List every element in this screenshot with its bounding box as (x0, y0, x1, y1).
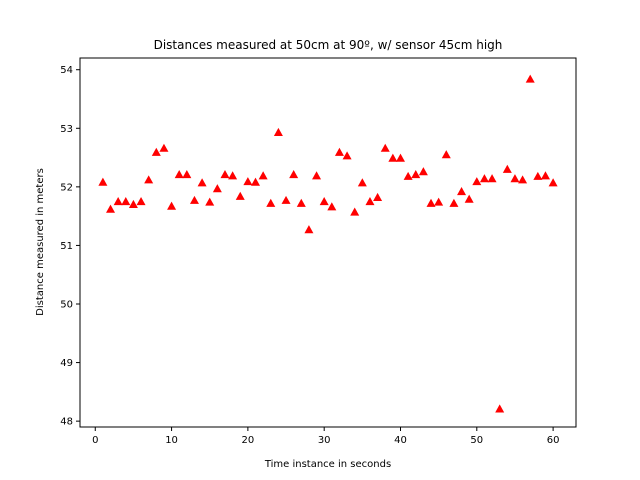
data-point (205, 197, 215, 206)
y-tick-label: 54 (60, 65, 73, 76)
y-axis-label: Distance measured in meters (35, 168, 46, 316)
data-point (411, 170, 421, 179)
x-axis: 0 10 20 30 40 50 60 (92, 427, 559, 446)
y-tick-label: 50 (60, 300, 73, 311)
chart-title: Distances measured at 50cm at 90º, w/ se… (154, 38, 503, 52)
data-point (167, 201, 177, 210)
x-axis-label: Time instance in seconds (264, 459, 391, 470)
data-point (159, 143, 169, 152)
data-point (258, 171, 268, 180)
data-point (197, 178, 207, 187)
y-tick-label: 49 (60, 358, 73, 369)
data-point (342, 151, 352, 160)
data-point (533, 171, 543, 180)
data-point (472, 177, 482, 186)
data-point (334, 147, 344, 156)
data-point (380, 143, 390, 152)
data-point (251, 177, 261, 186)
data-point (510, 174, 520, 183)
data-point (403, 171, 413, 180)
data-point (144, 175, 154, 184)
data-point (235, 191, 245, 200)
data-point (502, 164, 512, 173)
data-point (495, 404, 505, 413)
data-point (151, 147, 161, 156)
data-point (327, 202, 337, 211)
data-point (548, 178, 558, 187)
data-point (479, 174, 489, 183)
data-point (319, 197, 329, 206)
data-point (312, 171, 322, 180)
data-markers (98, 74, 558, 413)
data-point (487, 174, 497, 183)
data-point (525, 74, 535, 83)
data-point (418, 167, 428, 176)
data-point (243, 177, 253, 186)
data-point (281, 195, 291, 204)
data-point (228, 171, 238, 180)
x-tick-label: 30 (318, 435, 331, 446)
x-tick-label: 40 (394, 435, 407, 446)
data-point (457, 187, 467, 196)
plot-area (79, 57, 577, 428)
data-point (189, 195, 199, 204)
data-point (449, 198, 459, 207)
data-point (304, 225, 314, 234)
x-tick-label: 60 (547, 435, 560, 446)
data-point (441, 150, 451, 159)
x-tick-label: 20 (242, 435, 255, 446)
data-point (540, 171, 550, 180)
data-point (434, 197, 444, 206)
x-tick-label: 10 (165, 435, 178, 446)
data-point (98, 177, 108, 186)
data-point (426, 198, 436, 207)
data-point (350, 207, 360, 216)
x-tick-label: 0 (92, 435, 98, 446)
data-point (273, 127, 283, 136)
y-tick-label: 52 (60, 182, 73, 193)
plot-frame (79, 57, 577, 428)
data-point (365, 197, 375, 206)
data-point (106, 204, 116, 213)
data-point (220, 170, 230, 179)
data-point (136, 197, 146, 206)
y-tick-label: 51 (60, 241, 73, 252)
data-point (289, 170, 299, 179)
data-point (395, 153, 405, 162)
data-point (113, 197, 123, 206)
data-point (182, 170, 192, 179)
data-point (357, 178, 367, 187)
x-tick-label: 50 (470, 435, 483, 446)
data-point (212, 184, 222, 193)
y-axis: 48 49 50 51 52 53 54 (60, 65, 80, 428)
y-tick-label: 48 (60, 417, 73, 428)
data-point (388, 153, 398, 162)
data-point (128, 199, 138, 209)
data-point (296, 198, 306, 207)
data-point (518, 175, 528, 184)
data-point (121, 197, 131, 206)
data-point (174, 170, 184, 179)
y-tick-label: 53 (60, 124, 73, 135)
data-point (266, 198, 276, 207)
data-point (373, 192, 383, 201)
data-point (464, 194, 474, 203)
